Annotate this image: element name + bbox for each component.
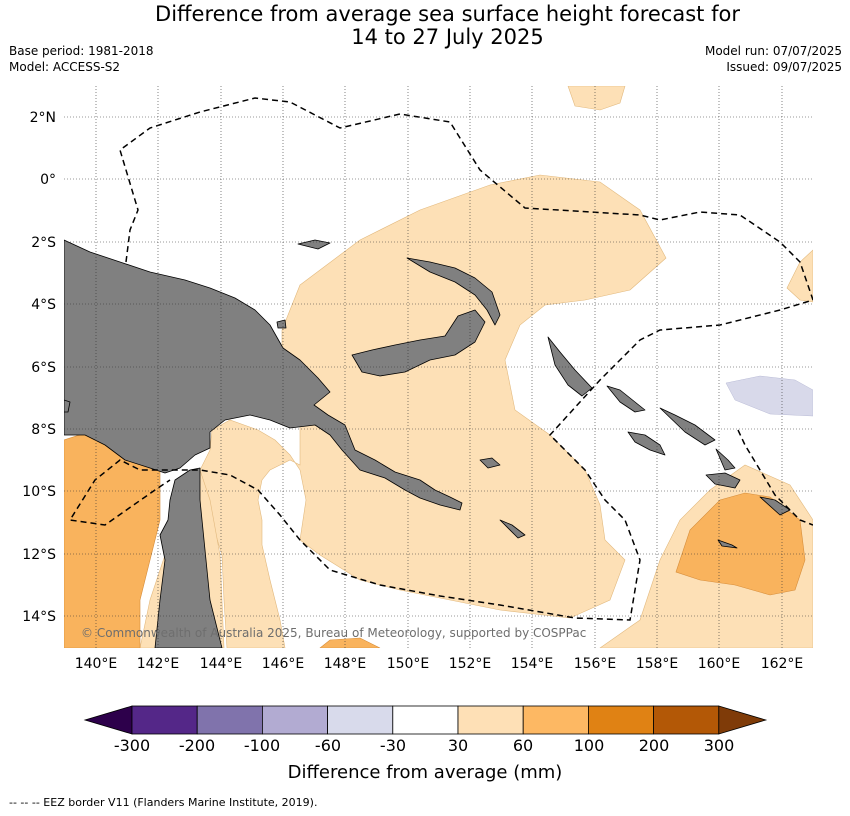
- land-makira: [705, 472, 741, 489]
- lon-label: 148°E: [324, 656, 367, 672]
- land-rossel: [499, 519, 526, 539]
- colorbar-tick: 300: [704, 736, 735, 755]
- anomaly-region-negative: [725, 375, 813, 417]
- colorbar-ticks: -300 -200 -100 -60 -30 30 60 100 200 300: [114, 736, 734, 755]
- anomaly-region-coral-sea: [319, 637, 381, 648]
- eez-borders: [68, 97, 813, 621]
- issued-date: Issued: 09/07/2025: [726, 60, 842, 74]
- colorbar-segment: [392, 705, 459, 735]
- lat-label: 0°: [40, 172, 56, 188]
- land-new-guinea: [64, 239, 463, 511]
- land-timor-edge: [64, 399, 71, 413]
- lon-labels: 140°E 142°E 144°E 146°E 148°E 150°E 152°…: [75, 656, 804, 672]
- colorbar-tick: 200: [639, 736, 670, 755]
- lon-label: 144°E: [200, 656, 243, 672]
- colorbar-segment: [457, 705, 524, 735]
- land-choiseul: [606, 385, 646, 413]
- copyright-note: © Commonwealth of Australia 2025, Bureau…: [81, 626, 586, 640]
- lat-label: 8°S: [31, 422, 56, 438]
- meta-left: Base period: 1981-2018 Model: ACCESS-S2: [9, 43, 154, 75]
- anomaly-60-100: [64, 429, 806, 648]
- eez-border-solomons: [737, 429, 813, 526]
- land-new-ireland: [406, 257, 501, 326]
- land: [64, 239, 791, 648]
- colorbar-tick: -100: [244, 736, 280, 755]
- anomaly-region-north: [567, 86, 626, 111]
- land-bismarck-islet: [276, 319, 287, 329]
- land-malaita: [715, 448, 736, 471]
- eez-legend: -- -- -- EEZ border V11 (Flanders Marine…: [9, 796, 318, 809]
- lon-label: 158°E: [636, 656, 679, 672]
- lat-labels: 2°N 0° 2°S 4°S 6°S 8°S 10°S 12°S 14°S: [22, 110, 56, 625]
- colorbar-tick: -30: [380, 736, 406, 755]
- lon-label: 154°E: [511, 656, 554, 672]
- lon-label: 150°E: [387, 656, 430, 672]
- title-line-1: Difference from average sea surface heig…: [155, 2, 740, 26]
- colorbar-tick: 60: [513, 736, 533, 755]
- colorbar-tick: -60: [315, 736, 341, 755]
- colorbar-tick: 100: [574, 736, 605, 755]
- lat-label: 10°S: [22, 484, 56, 500]
- colorbar-tick: -200: [179, 736, 215, 755]
- lon-label: 162°E: [761, 656, 804, 672]
- land-bougainville: [547, 336, 593, 397]
- model-run: Model run: 07/07/2025: [704, 44, 842, 58]
- lon-label: 140°E: [75, 656, 118, 672]
- land-fergusson: [479, 457, 501, 469]
- lat-label: 2°S: [31, 235, 56, 251]
- colorbar-label: Difference from average (mm): [288, 762, 563, 783]
- title-line-2: 14 to 27 July 2025: [351, 25, 544, 49]
- lat-label: 12°S: [22, 547, 56, 563]
- lon-label: 152°E: [449, 656, 492, 672]
- land-santa-isabel: [659, 407, 716, 446]
- base-period: Base period: 1981-2018: [9, 44, 154, 58]
- graticule: [64, 86, 813, 648]
- chart-title: Difference from average sea surface heig…: [0, 3, 850, 49]
- lon-label: 156°E: [574, 656, 617, 672]
- land-rennell: [759, 496, 791, 516]
- map-area: © Commonwealth of Australia 2025, Bureau…: [64, 86, 813, 648]
- colorbar-extend-high: [718, 705, 768, 735]
- colorbar-segment: [588, 705, 655, 735]
- lat-label: 4°S: [31, 297, 56, 313]
- land-new-britain: [351, 309, 486, 377]
- land-guadalcanal: [627, 431, 666, 456]
- colorbar-extend-low: [83, 705, 133, 735]
- lat-label: 14°S: [22, 609, 56, 625]
- anomaly-region-solomon-sea: [675, 492, 806, 596]
- colorbar: [83, 705, 768, 735]
- model-name: Model: ACCESS-S2: [9, 60, 121, 74]
- land-cape-york: [154, 467, 223, 648]
- eez-border-png: [68, 97, 813, 621]
- meta-right: Model run: 07/07/2025 Issued: 09/07/2025: [705, 43, 842, 75]
- anomaly-region-main: [199, 174, 667, 648]
- colorbar-tick: -300: [114, 736, 150, 755]
- colorbar-segment: [522, 705, 589, 735]
- colorbar-segment: [327, 705, 394, 735]
- colorbar-segment: [196, 705, 263, 735]
- lat-label: 6°S: [31, 360, 56, 376]
- colorbar-segment: [131, 705, 198, 735]
- colorbar-segment: [261, 705, 328, 735]
- lon-label: 142°E: [137, 656, 180, 672]
- colorbar-segment: [653, 705, 720, 735]
- lon-label: 160°E: [698, 656, 741, 672]
- colorbar-tick: 30: [448, 736, 468, 755]
- land-solomon-islet: [717, 539, 738, 549]
- lon-label: 146°E: [262, 656, 305, 672]
- anomaly-region-east: [786, 249, 813, 303]
- lat-label: 2°N: [30, 110, 56, 126]
